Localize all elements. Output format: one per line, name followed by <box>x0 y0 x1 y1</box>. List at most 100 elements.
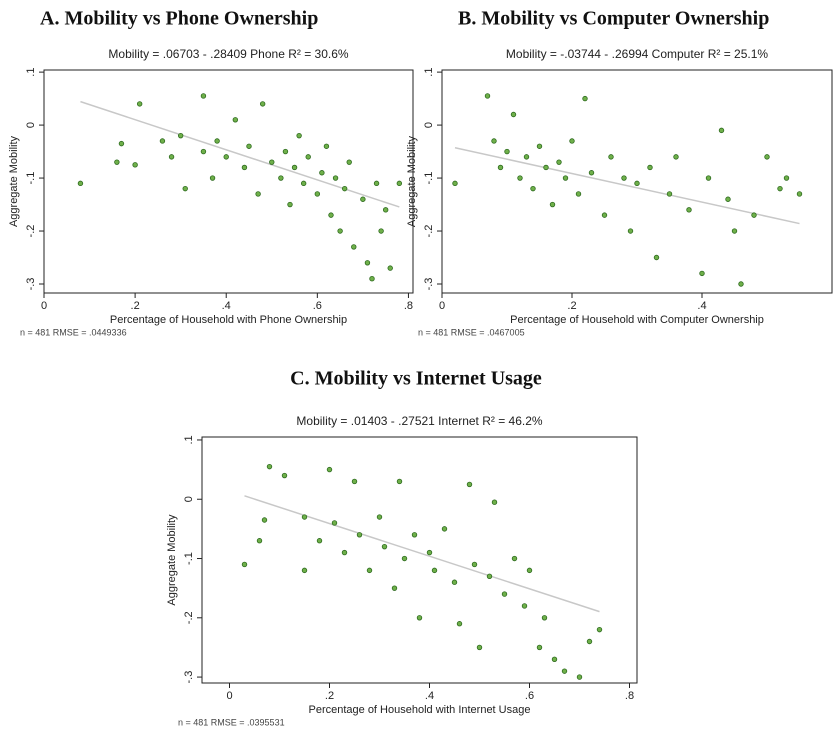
point <box>686 207 692 213</box>
point <box>305 154 311 160</box>
y-tick-label: .1 <box>183 435 195 444</box>
point <box>241 561 248 568</box>
point <box>718 127 725 134</box>
y-tick-label: -.2 <box>25 225 37 238</box>
point <box>341 549 348 556</box>
point <box>777 185 783 192</box>
point <box>351 244 357 250</box>
point <box>373 180 380 187</box>
fit-line <box>454 147 800 225</box>
point <box>673 154 679 160</box>
point <box>476 644 483 651</box>
point <box>223 154 229 160</box>
x-tick-label: 0 <box>439 300 445 312</box>
point <box>278 175 284 181</box>
point <box>586 638 593 645</box>
point <box>526 567 533 574</box>
point <box>319 170 325 176</box>
point <box>209 175 216 181</box>
x-tick-label: .2 <box>567 300 576 312</box>
y-tick-label: -.2 <box>183 611 195 624</box>
point <box>666 191 673 197</box>
x-tick-label: .4 <box>697 300 706 312</box>
point <box>576 674 583 680</box>
chart-title: C. Mobility vs Internet Usage <box>290 368 542 390</box>
plot-frame <box>201 436 638 684</box>
point <box>387 265 393 271</box>
x-tick-label: .2 <box>325 690 334 702</box>
point <box>486 573 493 580</box>
point <box>511 555 518 562</box>
y-tick-label: -.3 <box>183 671 195 684</box>
point <box>751 212 757 218</box>
point <box>136 101 143 107</box>
y-tick-label: 0 <box>423 122 435 128</box>
plot-frame <box>43 69 414 294</box>
point <box>456 621 463 627</box>
point <box>300 180 307 187</box>
point <box>360 196 366 202</box>
point <box>536 644 543 651</box>
point <box>699 270 705 277</box>
point <box>491 499 498 505</box>
point <box>396 180 403 187</box>
point <box>378 228 384 234</box>
fit-note: n = 481 RMSE = .0467005 <box>418 327 525 337</box>
y-tick-label: 0 <box>25 122 37 128</box>
point <box>426 549 433 556</box>
fit-line <box>80 100 400 208</box>
point <box>541 615 548 621</box>
x-axis-label: Percentage of Household with Internet Us… <box>309 704 531 716</box>
y-axis-label: Aggregate Mobility <box>8 135 20 227</box>
point <box>501 591 508 597</box>
point <box>282 148 289 155</box>
point <box>366 567 373 574</box>
point <box>391 585 398 591</box>
point <box>634 180 640 187</box>
chart-subtitle: Mobility = -.03744 - .26994 Computer R² … <box>506 47 768 61</box>
point <box>346 159 352 165</box>
point <box>601 212 608 218</box>
point <box>738 281 744 287</box>
x-tick-label: 0 <box>41 300 47 312</box>
point <box>266 463 273 470</box>
point <box>200 148 207 155</box>
x-tick-label: .4 <box>222 300 231 312</box>
point <box>301 567 308 574</box>
point <box>77 180 84 187</box>
point <box>159 138 166 144</box>
point <box>246 143 252 149</box>
point <box>451 579 458 585</box>
y-axis-label: Aggregate Mobility <box>166 514 178 606</box>
point <box>200 93 207 99</box>
y-tick-label: 0 <box>183 496 195 502</box>
point <box>491 138 497 144</box>
point <box>556 159 562 165</box>
point <box>114 159 120 165</box>
x-tick-label: 0 <box>226 690 232 702</box>
x-tick-label: .6 <box>525 690 534 702</box>
point <box>376 514 383 520</box>
point <box>401 555 408 562</box>
point <box>431 567 438 574</box>
y-tick-label: -.1 <box>183 552 195 565</box>
point <box>177 132 184 139</box>
point <box>471 561 478 568</box>
point <box>182 185 188 192</box>
point <box>287 201 293 208</box>
point <box>416 615 423 621</box>
point <box>381 543 388 550</box>
point <box>466 481 473 488</box>
point <box>314 191 321 197</box>
fit-line <box>244 495 600 613</box>
point <box>510 111 517 118</box>
point <box>296 132 302 139</box>
point <box>351 478 358 485</box>
point <box>232 117 239 123</box>
y-axis-label: Aggregate Mobility <box>406 135 418 227</box>
y-tick-label: .1 <box>25 68 37 77</box>
chart-title: A. Mobility vs Phone Ownership <box>40 8 318 30</box>
point <box>582 95 588 102</box>
point <box>731 228 738 234</box>
